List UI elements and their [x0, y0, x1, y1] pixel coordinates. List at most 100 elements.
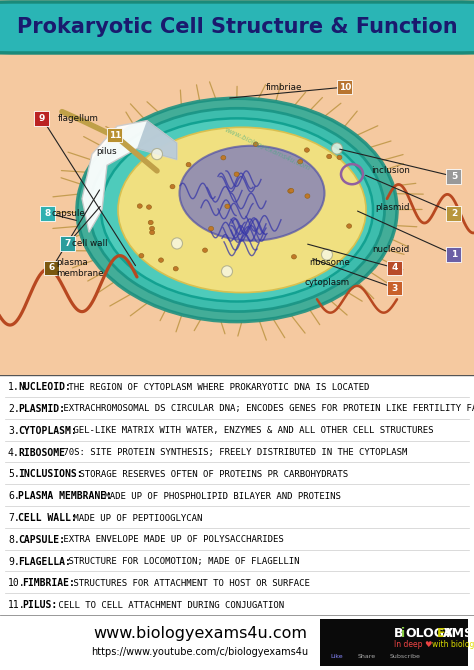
Text: https://www.youtube.com/c/biologyexams4u: https://www.youtube.com/c/biologyexams4u	[91, 647, 309, 657]
Text: with biology: with biology	[432, 640, 474, 649]
Polygon shape	[137, 121, 177, 159]
Ellipse shape	[234, 172, 239, 176]
Text: cytoplasm: cytoplasm	[305, 278, 350, 287]
Ellipse shape	[298, 159, 303, 164]
Text: plasma
membrane: plasma membrane	[56, 259, 103, 277]
Text: MADE UP OF PEPTIOOGLYCAN: MADE UP OF PEPTIOOGLYCAN	[69, 513, 203, 523]
Text: 7: 7	[65, 239, 71, 248]
Text: 8.: 8.	[8, 535, 20, 545]
FancyBboxPatch shape	[447, 247, 462, 262]
Ellipse shape	[253, 142, 258, 147]
Text: FLAGELLA:: FLAGELLA:	[18, 557, 71, 567]
Text: STORAGE RESERVES OFTEN OF PROTEINS PR CARBOHYDRATS: STORAGE RESERVES OFTEN OF PROTEINS PR CA…	[73, 470, 347, 479]
Polygon shape	[82, 121, 177, 232]
Text: INCLUSIONS:: INCLUSIONS:	[18, 470, 82, 480]
Ellipse shape	[288, 189, 293, 193]
Ellipse shape	[173, 267, 178, 271]
Text: Share: Share	[358, 653, 376, 659]
FancyBboxPatch shape	[35, 111, 49, 126]
Text: 4: 4	[392, 263, 398, 273]
Text: fimbriae: fimbriae	[265, 82, 302, 92]
Ellipse shape	[292, 255, 296, 259]
Text: OLOGY: OLOGY	[405, 626, 453, 640]
FancyBboxPatch shape	[337, 80, 353, 94]
Text: i: i	[401, 626, 405, 640]
Text: 3: 3	[392, 283, 398, 293]
Text: ♥: ♥	[424, 640, 431, 649]
Text: 1.: 1.	[8, 382, 20, 392]
Ellipse shape	[170, 184, 175, 189]
Ellipse shape	[346, 224, 352, 228]
Text: PLASMA MEMBRANE:: PLASMA MEMBRANE:	[18, 491, 112, 501]
Ellipse shape	[337, 155, 342, 159]
Ellipse shape	[331, 143, 343, 154]
Text: 11.: 11.	[8, 600, 26, 610]
Ellipse shape	[150, 230, 155, 234]
Text: www.biologyexams4u.com: www.biologyexams4u.com	[223, 127, 311, 172]
FancyBboxPatch shape	[388, 281, 402, 295]
Text: In deep: In deep	[394, 640, 422, 649]
Ellipse shape	[186, 162, 191, 167]
Text: PILUS:: PILUS:	[22, 600, 58, 610]
Text: CELL WALL:: CELL WALL:	[18, 513, 77, 523]
Text: Subscribe: Subscribe	[390, 653, 421, 659]
Text: 4.: 4.	[8, 448, 20, 458]
Text: E: E	[437, 626, 446, 640]
Text: 5: 5	[451, 172, 457, 181]
Text: EXTRACHROMOSOMAL DS CIRCULAR DNA; ENCODES GENES FOR PROTEIN LIKE FERTILITY FACTO: EXTRACHROMOSOMAL DS CIRCULAR DNA; ENCODE…	[58, 405, 474, 413]
Text: PLASMID:: PLASMID:	[18, 404, 65, 414]
Ellipse shape	[146, 205, 152, 209]
Text: 11: 11	[109, 131, 121, 139]
Ellipse shape	[289, 188, 294, 193]
Ellipse shape	[327, 154, 332, 159]
Text: cell wall: cell wall	[72, 239, 108, 248]
Text: CYTOPLASM:: CYTOPLASM:	[18, 426, 77, 436]
Ellipse shape	[225, 204, 230, 208]
Text: capsule: capsule	[52, 209, 86, 218]
FancyBboxPatch shape	[45, 261, 60, 275]
Text: 10: 10	[339, 82, 351, 92]
Text: STRUCTURE FOR LOCOMOTION; MADE OF FLAGELLIN: STRUCTURE FOR LOCOMOTION; MADE OF FLAGEL…	[64, 557, 300, 566]
Text: 7.: 7.	[8, 513, 20, 523]
FancyBboxPatch shape	[108, 128, 122, 143]
Ellipse shape	[304, 148, 310, 152]
Text: flagellum: flagellum	[58, 114, 99, 123]
Ellipse shape	[158, 258, 164, 263]
Ellipse shape	[209, 226, 214, 231]
Ellipse shape	[321, 249, 332, 260]
Text: 9: 9	[39, 114, 45, 123]
Ellipse shape	[101, 119, 373, 302]
Text: CELL TO CELL ATTACHMENT DURING CONJUGATION: CELL TO CELL ATTACHMENT DURING CONJUGATI…	[53, 601, 284, 610]
Text: pilus: pilus	[96, 147, 117, 156]
Text: 2.: 2.	[8, 404, 20, 414]
Text: NUCLEOID:: NUCLEOID:	[18, 382, 71, 392]
FancyBboxPatch shape	[388, 261, 402, 275]
Text: GEL-LIKE MATRIX WITH WATER, ENZYMES & AND ALL OTHER CELL STRUCTURES: GEL-LIKE MATRIX WITH WATER, ENZYMES & AN…	[69, 426, 434, 436]
Text: THE REGION OF CYTOPLASM WHERE PROKARYOTIC DNA IS LOCATED: THE REGION OF CYTOPLASM WHERE PROKARYOTI…	[64, 383, 370, 392]
Text: 70S: SITE PROTEIN SYNTHESIS; FREELY DISTRIBUTED IN THE CYTOPLASM: 70S: SITE PROTEIN SYNTHESIS; FREELY DIST…	[58, 448, 408, 457]
Text: FIMBRIAE:: FIMBRIAE:	[22, 578, 75, 588]
FancyBboxPatch shape	[0, 2, 474, 53]
Text: EXTRA ENVELOPE MADE UP OF POLYSACCHARIDES: EXTRA ENVELOPE MADE UP OF POLYSACCHARIDE…	[58, 535, 284, 544]
Ellipse shape	[90, 109, 384, 312]
Ellipse shape	[221, 155, 226, 160]
FancyBboxPatch shape	[447, 169, 462, 184]
Ellipse shape	[148, 220, 153, 224]
Ellipse shape	[152, 149, 163, 159]
FancyBboxPatch shape	[40, 206, 55, 220]
Text: CAPSULE:: CAPSULE:	[18, 535, 65, 545]
Text: Prokaryotic Cell Structure & Function: Prokaryotic Cell Structure & Function	[17, 17, 457, 38]
Text: 3.: 3.	[8, 426, 20, 436]
Text: plasmid: plasmid	[375, 203, 410, 212]
Text: www.biologyexams4u.com: www.biologyexams4u.com	[93, 626, 307, 641]
Text: AMS4U: AMS4U	[443, 626, 474, 640]
Text: B: B	[394, 626, 403, 640]
Text: STRUCTURES FOR ATTACHMENT TO HOST OR SURFACE: STRUCTURES FOR ATTACHMENT TO HOST OR SUR…	[68, 579, 310, 588]
Ellipse shape	[305, 194, 310, 198]
Text: 1: 1	[451, 250, 457, 259]
Ellipse shape	[202, 248, 208, 253]
Text: inclusion: inclusion	[371, 166, 410, 176]
Text: nucleoid: nucleoid	[373, 245, 410, 253]
Text: 9.: 9.	[8, 557, 20, 567]
Text: 6.: 6.	[8, 491, 20, 501]
